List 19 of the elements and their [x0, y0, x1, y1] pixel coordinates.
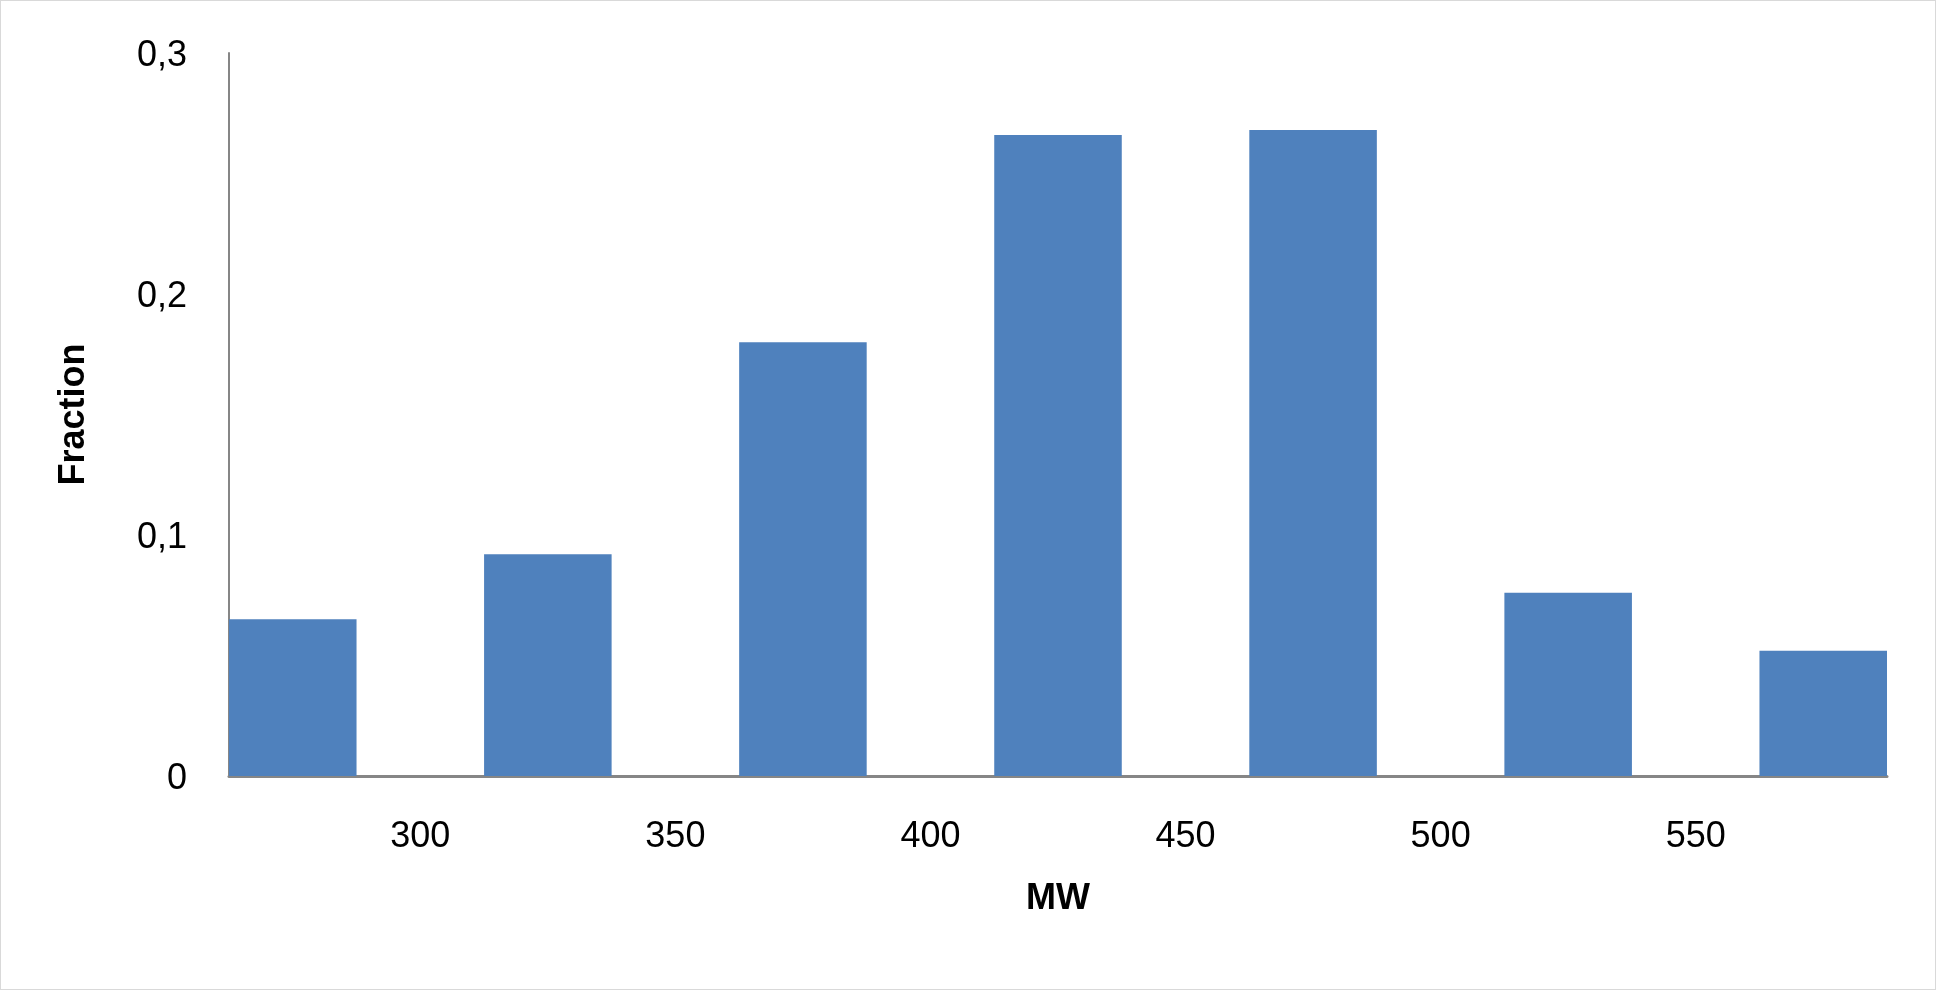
y-tick-label: 0,3 [136, 32, 187, 74]
x-tick-label: 400 [900, 813, 961, 855]
bar [1249, 130, 1377, 776]
x-tick-label: 500 [1410, 813, 1471, 855]
x-tick-label: 550 [1665, 813, 1726, 855]
bar [484, 554, 612, 776]
y-axis-title: Fraction [50, 343, 92, 486]
y-tick-label: 0 [166, 755, 187, 797]
x-axis-title: MW [1026, 875, 1090, 917]
y-tick-label: 0,2 [136, 273, 187, 315]
bar [739, 342, 867, 776]
bar [994, 134, 1122, 776]
x-tick-label: 350 [645, 813, 706, 855]
bar [1504, 592, 1632, 776]
x-tick-label: 300 [390, 813, 451, 855]
bar [229, 619, 357, 776]
bar [1759, 650, 1887, 776]
y-tick-label: 0,1 [136, 514, 187, 556]
x-tick-label: 450 [1155, 813, 1216, 855]
